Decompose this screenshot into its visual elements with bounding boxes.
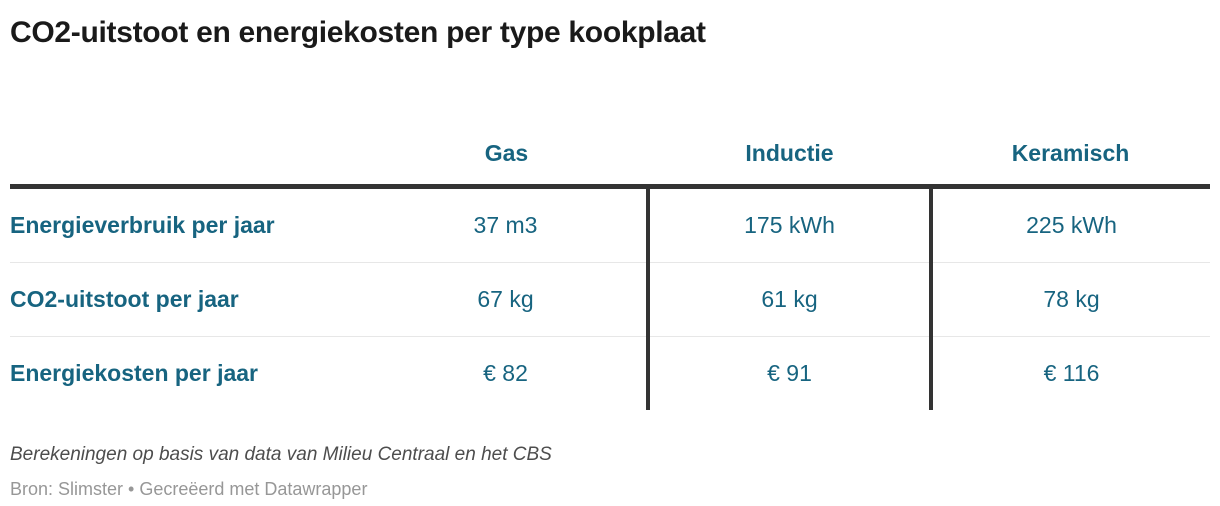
column-header-inductie: Inductie <box>648 60 931 189</box>
cell-co2-inductie: 61 kg <box>646 262 931 337</box>
data-table: Gas Inductie Keramisch Energieverbruik p… <box>10 60 1210 410</box>
chart-footer: Berekeningen op basis van data van Milie… <box>10 443 1210 500</box>
row-label-co2-uitstoot: CO2-uitstoot per jaar <box>10 262 365 337</box>
table-header: Gas Inductie Keramisch <box>10 60 1210 189</box>
cell-energieverbruik-keramisch: 225 kWh <box>929 186 1210 263</box>
column-header-keramisch: Keramisch <box>931 60 1210 189</box>
cell-co2-gas: 67 kg <box>365 262 648 337</box>
cell-energieverbruik-gas: 37 m3 <box>365 186 648 263</box>
table-row: CO2-uitstoot per jaar 67 kg 61 kg 78 kg <box>10 262 1210 337</box>
column-header-empty <box>10 60 365 189</box>
row-label-energieverbruik: Energieverbruik per jaar <box>10 186 365 263</box>
column-header-gas: Gas <box>365 60 648 189</box>
notes-text: Berekeningen op basis van data van Milie… <box>10 444 552 465</box>
row-label-energiekosten: Energiekosten per jaar <box>10 360 258 386</box>
cell-energiekosten-keramisch: € 116 <box>929 336 1210 410</box>
cell-energiekosten-gas: € 82 <box>483 360 528 386</box>
cell-energiekosten-inductie: € 91 <box>646 336 931 410</box>
table-row: Energiekosten per jaar € 82 € 91 € 116 <box>10 336 1210 410</box>
header-row: Gas Inductie Keramisch <box>10 60 1210 189</box>
page-title: CO2-uitstoot en energiekosten per type k… <box>10 16 706 49</box>
table-row: Energieverbruik per jaar 37 m3 175 kWh 2… <box>10 186 1210 263</box>
cell-energieverbruik-inductie: 175 kWh <box>646 186 931 263</box>
source-attribution: Bron: Slimster • Gecreëerd met Datawrapp… <box>10 478 368 499</box>
cell-co2-keramisch: 78 kg <box>929 262 1210 337</box>
table-body: Energieverbruik per jaar 37 m3 175 kWh 2… <box>10 186 1210 410</box>
